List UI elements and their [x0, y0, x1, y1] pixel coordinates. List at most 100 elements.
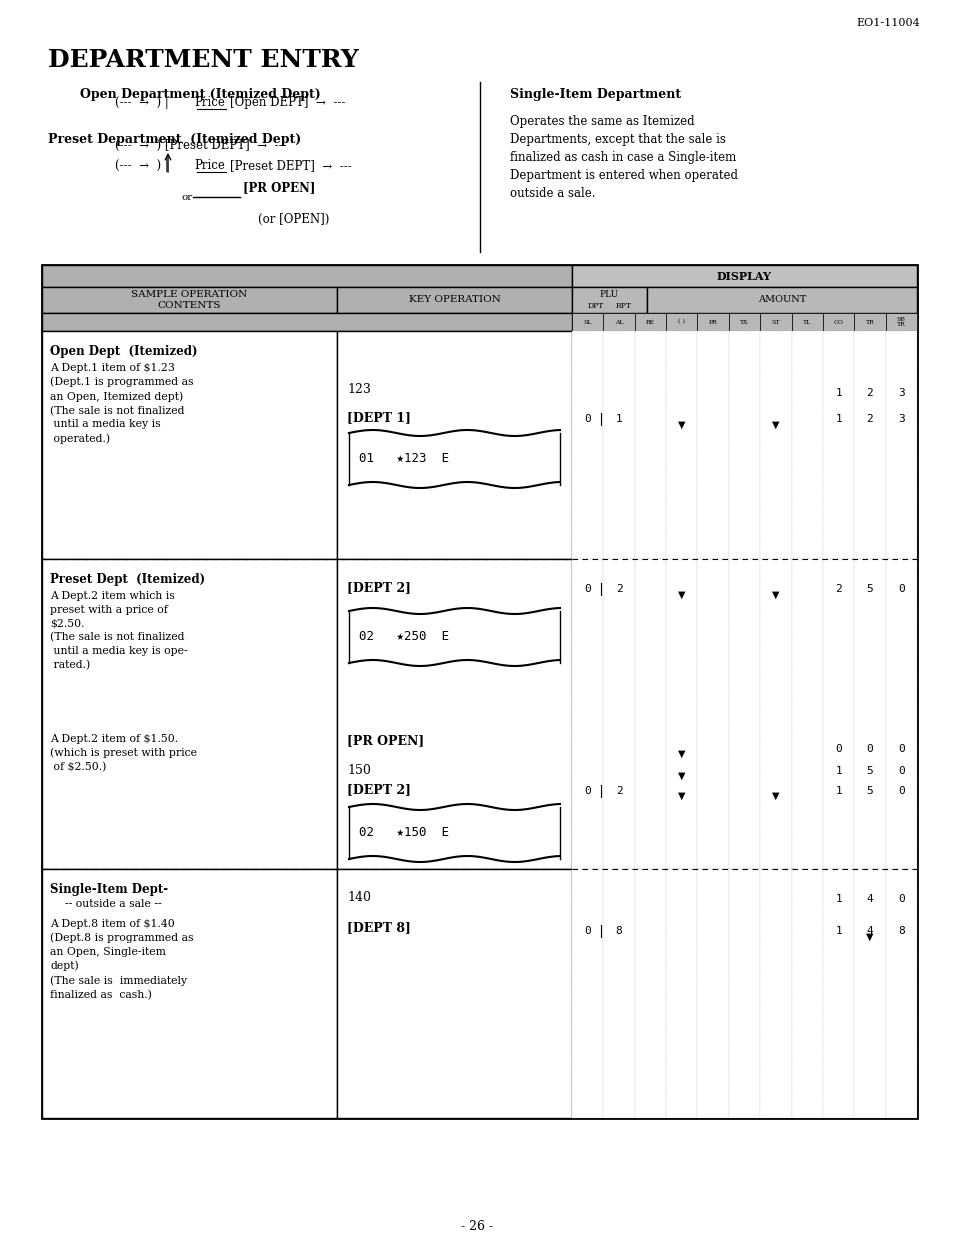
Text: 0: 0	[897, 895, 903, 904]
Bar	[760, 331, 791, 559]
Text: 01   ★123  E: 01 ★123 E	[358, 452, 449, 466]
Text: ▼: ▼	[771, 590, 779, 600]
Text: -- outside a sale --: -- outside a sale --	[65, 900, 161, 909]
Bar	[760, 559, 791, 869]
Text: TX: TX	[740, 320, 748, 325]
Text: PLU: PLU	[599, 290, 618, 299]
Bar	[336, 331, 572, 559]
Bar	[42, 265, 916, 1118]
Text: 1: 1	[834, 786, 841, 795]
Text: SL: SL	[583, 320, 591, 325]
Text: AL: AL	[614, 320, 622, 325]
Text: [Open DEPT]  →  ---: [Open DEPT] → ---	[230, 95, 345, 109]
Text: DEPARTMENT ENTRY: DEPARTMENT ENTRY	[48, 48, 358, 72]
Text: 2: 2	[834, 584, 841, 593]
Bar	[634, 869, 665, 1118]
Text: 02   ★250  E: 02 ★250 E	[358, 631, 449, 643]
Text: 1: 1	[834, 388, 841, 398]
Bar	[697, 559, 728, 869]
Bar	[572, 265, 916, 287]
Bar	[697, 869, 728, 1118]
Text: ▼: ▼	[678, 750, 685, 760]
Bar	[884, 331, 916, 559]
Bar	[791, 869, 822, 1118]
Text: 0: 0	[897, 786, 903, 795]
Bar	[853, 313, 884, 331]
Text: [DEPT 1]: [DEPT 1]	[347, 411, 411, 424]
Bar	[760, 869, 791, 1118]
Bar	[728, 331, 760, 559]
Text: ▼: ▼	[678, 590, 685, 600]
Text: 2: 2	[615, 786, 621, 795]
Bar	[572, 313, 602, 331]
Bar	[853, 331, 884, 559]
Text: Single-Item Dept-: Single-Item Dept-	[50, 883, 168, 896]
Text: (---  →  ) [Preset DEPT]  →  ---: (--- → ) [Preset DEPT] → ---	[115, 139, 286, 152]
Bar	[336, 287, 572, 313]
Bar	[728, 559, 760, 869]
Bar	[760, 313, 791, 331]
Text: (---  →  ) |: (--- → ) |	[115, 159, 169, 172]
Text: 4: 4	[865, 926, 872, 935]
Text: Preset Dept  (Itemized): Preset Dept (Itemized)	[50, 572, 205, 586]
Text: (or [OPEN]): (or [OPEN])	[257, 213, 329, 225]
Text: CO: CO	[833, 320, 842, 325]
Text: TR: TR	[864, 320, 873, 325]
Bar	[572, 869, 602, 1118]
Text: 0: 0	[865, 743, 872, 755]
Text: ST: ST	[771, 320, 780, 325]
Text: 8: 8	[897, 926, 903, 935]
Text: Price: Price	[194, 159, 225, 172]
Bar	[791, 313, 822, 331]
Text: 4: 4	[865, 895, 872, 904]
Bar	[42, 331, 336, 559]
Text: [DEPT 2]: [DEPT 2]	[347, 581, 411, 593]
Text: 150: 150	[347, 764, 371, 777]
Text: DISPLAY: DISPLAY	[717, 270, 771, 281]
Text: A Dept.2 item of $1.50.
(which is preset with price
 of $2.50.): A Dept.2 item of $1.50. (which is preset…	[50, 733, 196, 772]
Bar	[728, 869, 760, 1118]
Text: [DEPT 8]: [DEPT 8]	[347, 921, 411, 934]
Bar	[602, 331, 634, 559]
Text: ( ): ( )	[678, 320, 684, 325]
Text: DPT: DPT	[587, 302, 603, 310]
Text: or: or	[182, 193, 193, 202]
Bar	[336, 559, 572, 869]
Text: A Dept.8 item of $1.40
(Dept.8 is programmed as
an Open, Single-item
dept)
(The : A Dept.8 item of $1.40 (Dept.8 is progra…	[50, 919, 193, 1000]
Bar	[42, 313, 572, 331]
Bar	[572, 287, 646, 313]
Text: 0: 0	[583, 786, 591, 795]
Text: 02   ★150  E: 02 ★150 E	[358, 826, 449, 840]
Bar	[822, 313, 853, 331]
Text: ▼: ▼	[771, 790, 779, 800]
Text: Price: Price	[194, 95, 225, 109]
Bar	[791, 559, 822, 869]
Text: - 26 -: - 26 -	[460, 1220, 493, 1233]
Bar	[822, 331, 853, 559]
Bar	[646, 287, 916, 313]
Text: [PR OPEN]: [PR OPEN]	[243, 181, 315, 195]
Text: KEY OPERATION: KEY OPERATION	[408, 295, 500, 305]
Bar	[42, 559, 336, 869]
Text: 0: 0	[897, 584, 903, 593]
Bar	[665, 559, 697, 869]
Bar	[884, 313, 916, 331]
Bar	[853, 869, 884, 1118]
Text: 3: 3	[897, 414, 903, 424]
Bar	[634, 331, 665, 559]
Text: 5: 5	[865, 766, 872, 776]
Text: 8: 8	[615, 926, 621, 935]
Text: 5: 5	[865, 584, 872, 593]
Text: SAMPLE OPERATION
CONTENTS: SAMPLE OPERATION CONTENTS	[132, 290, 248, 310]
Bar	[572, 331, 602, 559]
Bar	[665, 313, 697, 331]
Text: 2: 2	[615, 584, 621, 593]
Text: 1: 1	[615, 414, 621, 424]
Bar	[634, 313, 665, 331]
Bar	[822, 559, 853, 869]
Text: 0: 0	[897, 743, 903, 755]
Text: RPT: RPT	[615, 302, 631, 310]
Text: 1: 1	[834, 766, 841, 776]
Text: 1: 1	[834, 895, 841, 904]
Text: 0: 0	[834, 743, 841, 755]
